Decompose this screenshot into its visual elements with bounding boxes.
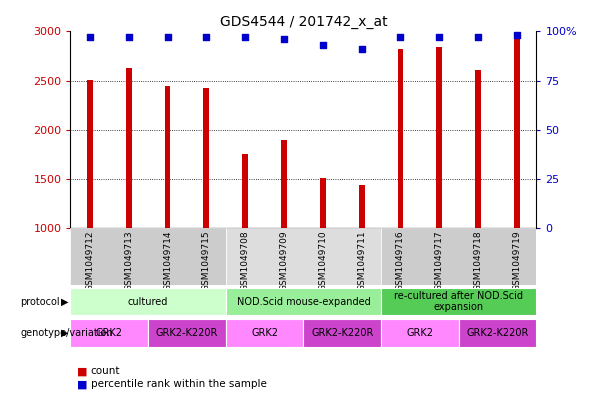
Text: ■: ■ <box>77 379 87 389</box>
Text: GSM1049715: GSM1049715 <box>202 231 211 292</box>
Point <box>473 34 483 40</box>
Title: GDS4544 / 201742_x_at: GDS4544 / 201742_x_at <box>219 15 387 29</box>
Text: GRK2: GRK2 <box>96 328 123 338</box>
Text: GSM1049718: GSM1049718 <box>474 231 482 292</box>
Text: genotype/variation: genotype/variation <box>20 328 113 338</box>
Point <box>512 32 522 39</box>
Bar <box>226 319 303 347</box>
Text: percentile rank within the sample: percentile rank within the sample <box>91 379 267 389</box>
Text: ■: ■ <box>77 366 87 376</box>
Text: NOD.Scid mouse-expanded: NOD.Scid mouse-expanded <box>237 297 370 307</box>
Bar <box>226 288 381 316</box>
Bar <box>398 49 403 228</box>
Text: ▶: ▶ <box>61 297 68 307</box>
Bar <box>87 79 93 228</box>
Text: GSM1049719: GSM1049719 <box>512 231 522 292</box>
Point <box>318 42 328 48</box>
Bar <box>381 319 459 347</box>
Bar <box>514 35 520 228</box>
Bar <box>303 319 381 347</box>
Text: GRK2-K220R: GRK2-K220R <box>311 328 373 338</box>
Text: GSM1049708: GSM1049708 <box>241 231 249 292</box>
Text: GSM1049710: GSM1049710 <box>318 231 327 292</box>
Text: ▶: ▶ <box>61 328 68 338</box>
Bar <box>381 228 536 285</box>
Text: GSM1049711: GSM1049711 <box>357 231 366 292</box>
Point <box>357 46 367 52</box>
Text: GSM1049716: GSM1049716 <box>396 231 405 292</box>
Text: cultured: cultured <box>128 297 169 307</box>
Bar <box>475 70 481 228</box>
Point <box>202 34 211 40</box>
Bar <box>70 228 226 285</box>
Point <box>435 34 444 40</box>
Point <box>240 34 250 40</box>
Bar <box>148 319 226 347</box>
Bar <box>281 140 287 228</box>
Text: GSM1049717: GSM1049717 <box>435 231 444 292</box>
Text: re-cultured after NOD.Scid
expansion: re-cultured after NOD.Scid expansion <box>394 291 524 312</box>
Bar <box>204 88 209 228</box>
Point <box>395 34 405 40</box>
Bar <box>165 86 170 228</box>
Bar <box>436 47 442 228</box>
Bar <box>320 178 326 228</box>
Text: GRK2: GRK2 <box>406 328 433 338</box>
Point <box>279 36 289 42</box>
Bar <box>381 288 536 316</box>
Bar <box>70 319 148 347</box>
Point <box>162 34 172 40</box>
Text: GSM1049713: GSM1049713 <box>124 231 133 292</box>
Text: GSM1049709: GSM1049709 <box>280 231 289 292</box>
Text: count: count <box>91 366 120 376</box>
Point <box>85 34 95 40</box>
Text: protocol: protocol <box>20 297 60 307</box>
Point <box>124 34 134 40</box>
Bar <box>226 228 381 285</box>
Text: GSM1049714: GSM1049714 <box>163 231 172 291</box>
Bar <box>459 319 536 347</box>
Bar <box>70 288 226 316</box>
Text: GRK2-K220R: GRK2-K220R <box>466 328 529 338</box>
Bar <box>359 185 365 228</box>
Text: GRK2-K220R: GRK2-K220R <box>156 328 218 338</box>
Bar <box>242 154 248 228</box>
Bar <box>126 68 132 228</box>
Text: GRK2: GRK2 <box>251 328 278 338</box>
Text: GSM1049712: GSM1049712 <box>85 231 94 291</box>
